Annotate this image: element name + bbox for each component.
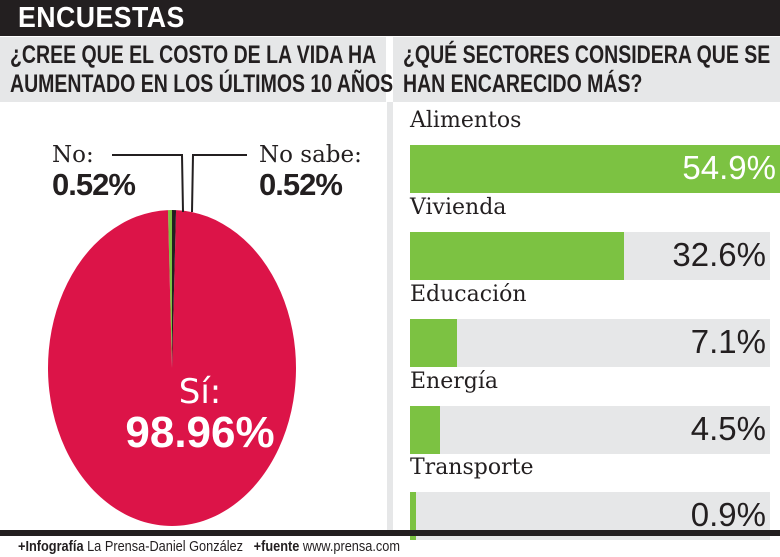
bar [410, 319, 457, 367]
bar-value-label: 0.9% [690, 496, 766, 533]
pie-value-si: 98.96% [125, 408, 275, 457]
pie-question-line: ¿CREE QUE EL COSTO DE LA VIDA HA [10, 41, 377, 69]
bar-category-label: Energía [410, 369, 498, 394]
bar-question-band: ¿QUÉ SECTORES CONSIDERA QUE SE HAN ENCAR… [393, 37, 780, 102]
bar-category-label: Alimentos [410, 108, 522, 133]
bar [410, 145, 780, 193]
pie-value-no: 0.52% [52, 167, 136, 202]
pie-chart [47, 154, 296, 526]
pie-slice [167, 210, 172, 368]
infografia-label: +Infografía [18, 538, 84, 555]
footer-rule [0, 530, 780, 536]
bar-question-line: ¿QUÉ SECTORES CONSIDERA QUE SE [403, 41, 771, 69]
bar-category-label: Vivienda [410, 195, 507, 220]
footer-credits: +Infografía La Prensa-Daniel González +f… [18, 538, 400, 555]
pie-label-no-sabe: No sabe: [259, 142, 362, 168]
bar-question-line: HAN ENCARECIDO MÁS? [403, 70, 643, 98]
pie-label-si: Sí: [178, 372, 222, 412]
fuente-label: +fuente [253, 538, 300, 555]
leader-line-no-sabe [191, 154, 247, 213]
bar-value-label: 54.9% [682, 149, 776, 186]
header-title: ENCUESTAS [18, 2, 185, 34]
bar-question: ¿QUÉ SECTORES CONSIDERA QUE SE HAN ENCAR… [403, 41, 770, 99]
pie-question-line: AUMENTADO EN LOS ÚLTIMOS 10 AÑOS? [10, 70, 406, 98]
bar [410, 492, 416, 540]
bar-track: 7.1% [410, 319, 770, 367]
bar-value-label: 7.1% [690, 323, 766, 360]
leader-line-no [112, 154, 184, 213]
bar [410, 406, 440, 454]
infografia-credit: La Prensa-Daniel González [87, 538, 244, 555]
bar-category-label: Educación [410, 282, 527, 307]
bar-value-label: 4.5% [690, 410, 766, 447]
header-bar: ENCUESTAS [0, 0, 780, 36]
pie-label-no: No: [52, 142, 94, 168]
bar-category-label: Transporte [410, 455, 534, 480]
bar-value-label: 32.6% [672, 236, 766, 273]
divider [387, 102, 393, 530]
bar-track: 54.9% [410, 145, 780, 193]
pie-question-band: ¿CREE QUE EL COSTO DE LA VIDA HA AUMENTA… [0, 37, 405, 102]
bar-track: 4.5% [410, 406, 770, 454]
fuente-source: www.prensa.com [302, 538, 400, 555]
pie-question: ¿CREE QUE EL COSTO DE LA VIDA HA AUMENTA… [10, 41, 405, 99]
pie-slice [47, 210, 296, 526]
pie-value-no-sabe: 0.52% [259, 167, 343, 202]
pie-slice [172, 210, 177, 368]
bar-track: 32.6% [410, 232, 770, 280]
bar [410, 232, 624, 280]
